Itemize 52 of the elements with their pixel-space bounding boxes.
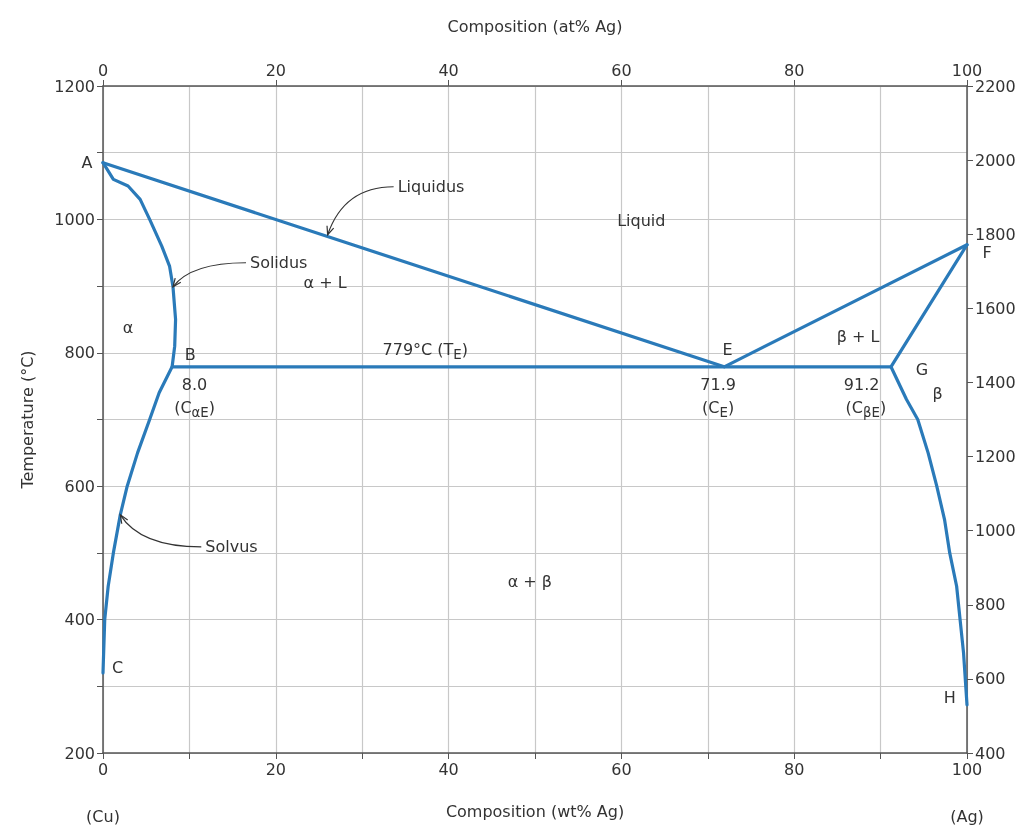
annotation: E bbox=[722, 340, 733, 360]
y2-tick-label: 1000 bbox=[975, 521, 1016, 541]
annotation: 8.0 bbox=[181, 374, 208, 394]
annotation: F bbox=[982, 242, 992, 262]
y-tick-label: 200 bbox=[64, 743, 95, 763]
y-tick-label: 800 bbox=[64, 343, 95, 363]
x2-axis-title: Composition (at% Ag) bbox=[447, 16, 623, 36]
x-tick-label: 60 bbox=[611, 759, 632, 779]
y2-tick-label: 1200 bbox=[975, 447, 1016, 467]
y2-tick-label: 2000 bbox=[975, 150, 1016, 170]
annotation: β + L bbox=[836, 326, 880, 346]
annotation: (C$_{E}$) bbox=[702, 398, 735, 421]
x2-tick-label: 60 bbox=[611, 60, 632, 80]
annotation: G bbox=[915, 360, 929, 380]
text: (Ag) bbox=[950, 807, 984, 827]
y-tick-label: 1000 bbox=[54, 209, 95, 229]
x-tick-label: 80 bbox=[784, 759, 805, 779]
y-tick-label: 600 bbox=[64, 476, 95, 496]
x2-tick-label: 0 bbox=[97, 60, 109, 80]
annotation: A bbox=[81, 152, 93, 172]
annotation: Solidus bbox=[249, 252, 308, 272]
y2-tick-label: 800 bbox=[975, 595, 1006, 615]
y2-tick-label: 1800 bbox=[975, 224, 1016, 244]
y2-tick-label: 1400 bbox=[975, 372, 1016, 392]
annotation: B bbox=[184, 344, 196, 364]
y2-tick-label: 1600 bbox=[975, 298, 1016, 318]
annotation: (C$_{αE}$) bbox=[174, 398, 216, 421]
x-tick-label: 20 bbox=[265, 759, 286, 779]
annotation: 779°C (T$_{E}$) bbox=[382, 340, 469, 363]
y-axis-title: Temperature (°C) bbox=[17, 350, 37, 490]
annotation: C bbox=[112, 658, 124, 678]
x2-tick-label: 20 bbox=[265, 60, 286, 80]
annotation: (C$_{βE}$) bbox=[845, 398, 887, 421]
annotation: H bbox=[943, 688, 956, 708]
annotation: 91.2 bbox=[843, 374, 880, 394]
annotation: Solvus bbox=[205, 536, 258, 556]
y2-tick-label: 600 bbox=[975, 669, 1006, 689]
x2-tick-label: 40 bbox=[438, 60, 459, 80]
annotation: α bbox=[122, 318, 134, 338]
annotation: 71.9 bbox=[700, 374, 736, 394]
x-axis-title: Composition (wt% Ag) bbox=[445, 801, 625, 821]
x-tick-label: 0 bbox=[97, 759, 109, 779]
annotation: α + β bbox=[507, 572, 552, 592]
y-tick-label: 400 bbox=[64, 610, 95, 630]
x2-tick-label: 80 bbox=[784, 60, 805, 80]
annotation: Liquidus bbox=[397, 176, 465, 196]
annotation: α + L bbox=[303, 272, 347, 292]
x-tick-label: 40 bbox=[438, 759, 459, 779]
y-tick-label: 1200 bbox=[54, 76, 95, 96]
annotation: β bbox=[932, 384, 943, 404]
text: (Cu) bbox=[86, 807, 120, 827]
annotation: Liquid bbox=[617, 210, 666, 230]
